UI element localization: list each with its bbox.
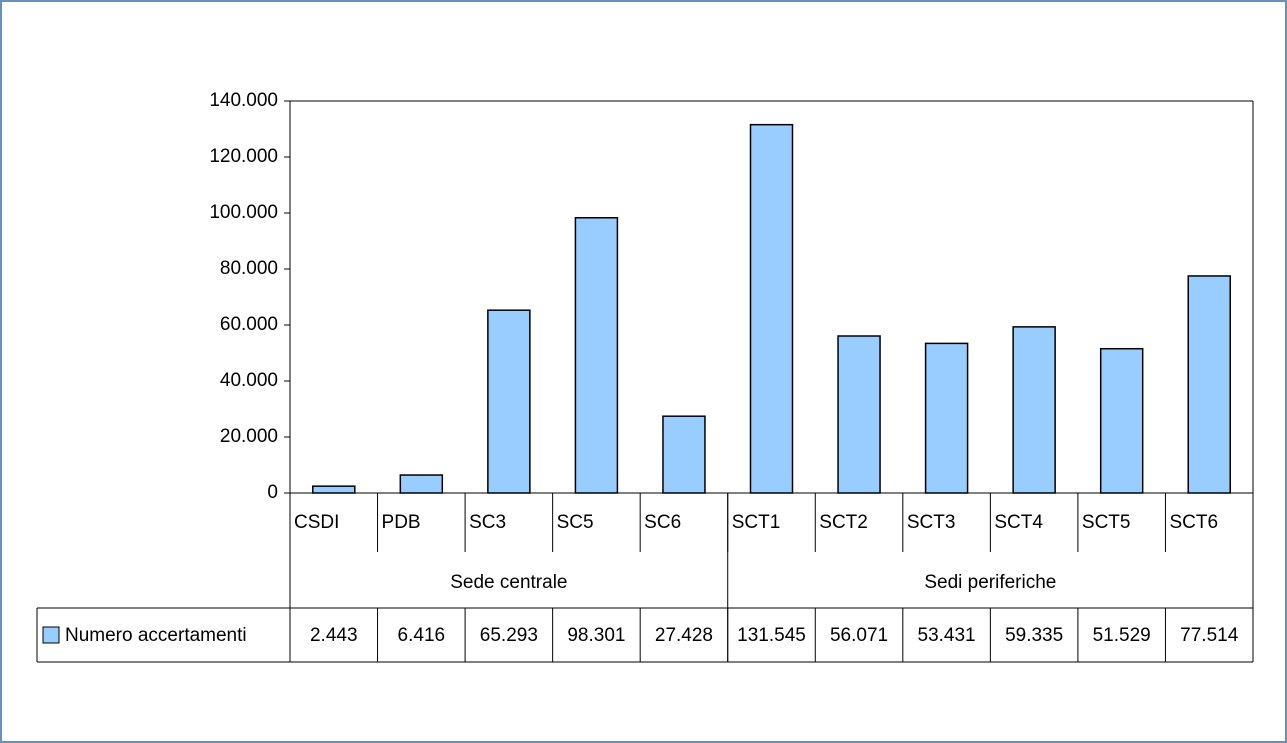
bar (924, 342, 969, 494)
data-table-value: 65.293 (480, 625, 538, 646)
data-table-value: 77.514 (1180, 625, 1239, 646)
bar (662, 415, 706, 494)
x-tick-label: SC3 (469, 512, 506, 533)
bar (1187, 275, 1231, 494)
y-tick-label: 20.000 (220, 426, 278, 447)
bar (1099, 347, 1144, 494)
x-tick-label: SCT5 (1082, 512, 1131, 533)
x-tick-label: PDB (382, 512, 421, 533)
bar (749, 123, 794, 494)
legend-key (42, 626, 60, 644)
data-table-value: 2.443 (310, 625, 358, 646)
data-table-value: 6.416 (398, 625, 446, 646)
data-table-value: 27.428 (655, 625, 713, 646)
y-tick-label: 120.000 (209, 146, 278, 167)
data-table-value: 56.071 (830, 625, 888, 646)
bar (399, 474, 444, 494)
bar (574, 217, 619, 494)
bar (312, 485, 356, 494)
bar (837, 335, 881, 494)
y-tick-label: 80.000 (220, 258, 278, 279)
x-tick-label: SCT4 (994, 512, 1043, 533)
y-tick-label: 140.000 (209, 90, 278, 111)
data-table-value: 53.431 (918, 625, 976, 646)
x-tick-label: CSDI (294, 512, 339, 533)
x-tick-label: SCT1 (732, 512, 781, 533)
y-tick-label: 100.000 (209, 202, 278, 223)
bar (1012, 326, 1056, 494)
data-table-value: 131.545 (737, 625, 806, 646)
x-tick-label: SC5 (557, 512, 594, 533)
y-tick-label: 0 (267, 482, 278, 503)
data-table-value: 51.529 (1093, 625, 1151, 646)
x-tick-label: SCT2 (819, 512, 868, 533)
legend-label: Numero accertamenti (65, 625, 247, 646)
x-tick-label: SCT3 (907, 512, 956, 533)
x-tick-label: SC6 (644, 512, 681, 533)
data-table-value: 98.301 (567, 625, 625, 646)
x-tick-label: SCT6 (1169, 512, 1218, 533)
group-label: Sede centrale (450, 572, 567, 593)
group-label: Sedi periferiche (924, 572, 1056, 593)
y-tick-label: 60.000 (220, 314, 278, 335)
y-tick-label: 40.000 (220, 370, 278, 391)
bar (487, 309, 531, 494)
data-table-value: 59.335 (1005, 625, 1063, 646)
